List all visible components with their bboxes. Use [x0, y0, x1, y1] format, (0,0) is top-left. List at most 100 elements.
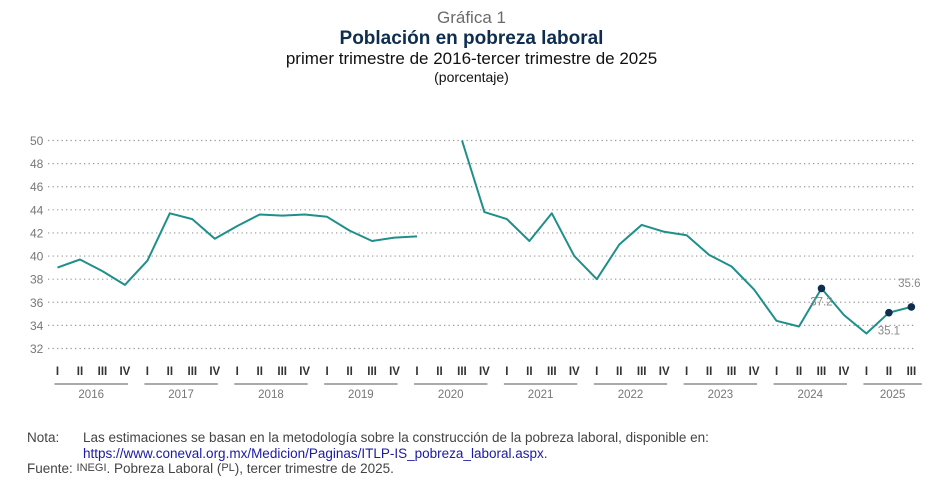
data-point: [79, 259, 81, 261]
quarter-label: III: [277, 366, 287, 378]
note-text: Las estimaciones se basan en la metodolo…: [83, 430, 709, 445]
data-point: [304, 213, 306, 215]
y-tick-label: 44: [30, 203, 44, 217]
source-org: INEGI: [76, 462, 107, 474]
data-point: [326, 216, 328, 218]
y-tick-label: 34: [30, 319, 44, 333]
y-tick-label: 46: [30, 180, 44, 194]
year-label: 2022: [618, 389, 644, 401]
data-point: [663, 231, 665, 233]
quarter-label: III: [727, 366, 737, 378]
quarter-label: I: [326, 366, 329, 378]
data-point: [57, 267, 59, 269]
y-tick-label: 40: [30, 250, 44, 264]
data-point: [371, 240, 373, 242]
highlight-marker: [817, 284, 826, 293]
quarter-label: I: [236, 366, 239, 378]
quarter-label: III: [817, 366, 827, 378]
data-point: [528, 240, 530, 242]
quarter-label: IV: [839, 366, 850, 378]
quarter-label: IV: [749, 366, 760, 378]
chart-unit: (porcentaje): [434, 69, 509, 85]
data-point: [753, 289, 755, 291]
series-line-segment: [461, 140, 912, 335]
year-label: 2017: [168, 389, 194, 401]
data-label: 35.1: [878, 326, 900, 338]
data-point: [731, 265, 733, 267]
data-point: [101, 270, 103, 272]
source-abbr: PL: [221, 462, 235, 474]
data-point: [618, 244, 620, 246]
quarter-label: III: [188, 366, 198, 378]
data-point: [506, 218, 508, 220]
data-point: [686, 234, 688, 236]
year-label: 2023: [708, 389, 734, 401]
quarter-label: III: [637, 366, 647, 378]
quarter-label: III: [457, 366, 467, 378]
chart-title: Población en pobreza laboral: [339, 28, 604, 49]
y-tick-label: 38: [30, 273, 44, 287]
note-label: Nota:: [27, 430, 60, 445]
quarter-label: IV: [479, 366, 490, 378]
chart-kicker: Gráfica 1: [437, 8, 506, 27]
data-point: [573, 255, 575, 257]
quarter-label: II: [796, 366, 802, 378]
quarter-label: II: [886, 366, 892, 378]
quarter-label: II: [706, 366, 712, 378]
chart-notes: Nota: Las estimaciones se basan en la me…: [27, 430, 709, 477]
data-point: [349, 230, 351, 232]
y-tick-label: 36: [30, 296, 44, 310]
quarter-label: I: [56, 366, 59, 378]
quarter-label: IV: [389, 366, 400, 378]
data-point: [169, 212, 171, 214]
y-tick-label: 42: [30, 226, 44, 240]
methodology-link[interactable]: https://www.coneval.org.mx/Medicion/Pagi…: [83, 445, 544, 461]
data-point: [236, 225, 238, 227]
quarter-label: I: [595, 366, 598, 378]
note-row: Nota: Las estimaciones se basan en la me…: [27, 430, 709, 461]
source-label: Fuente:: [27, 461, 73, 476]
quarter-label: II: [616, 366, 622, 378]
source-row: Fuente: INEGI. Pobreza Laboral (PL), ter…: [27, 461, 709, 477]
quarter-label: I: [146, 366, 149, 378]
series-line-segment: [57, 212, 418, 286]
data-point: [461, 140, 463, 142]
highlight-marker: [907, 303, 916, 311]
quarter-label: II: [436, 366, 442, 378]
y-tick-label: 48: [30, 157, 44, 171]
quarter-label: III: [907, 366, 917, 378]
data-label: 35.6: [898, 278, 920, 290]
year-label: 2016: [78, 389, 104, 401]
data-point: [551, 212, 553, 214]
data-point: [865, 332, 867, 334]
quarter-label: II: [346, 366, 352, 378]
quarter-label: I: [865, 366, 868, 378]
data-point: [798, 326, 800, 328]
year-label: 2024: [797, 389, 823, 401]
chart-subtitle: primer trimestre de 2016-tercer trimestr…: [285, 49, 658, 68]
quarter-label: I: [505, 366, 508, 378]
quarter-label: III: [98, 366, 108, 378]
quarter-label: II: [526, 366, 532, 378]
quarter-label: IV: [659, 366, 670, 378]
year-label: 2018: [258, 389, 284, 401]
data-point: [146, 260, 148, 262]
year-label: 2019: [348, 389, 374, 401]
quarter-label: I: [415, 366, 418, 378]
quarter-label: I: [685, 366, 688, 378]
data-point: [259, 213, 261, 215]
note-body: Las estimaciones se basan en la metodolo…: [83, 430, 709, 461]
year-label: 2021: [528, 389, 554, 401]
quarter-label: II: [167, 366, 173, 378]
quarter-label: IV: [119, 366, 130, 378]
quarter-label: II: [257, 366, 263, 378]
source-text-2: ), tercer trimestre de 2025.: [234, 461, 394, 476]
highlight-marker: [885, 308, 893, 317]
data-point: [483, 211, 485, 213]
quarter-label: IV: [299, 366, 310, 378]
data-point: [708, 254, 710, 256]
quarter-label: I: [775, 366, 778, 378]
data-point: [191, 218, 193, 220]
quarter-label: IV: [569, 366, 580, 378]
